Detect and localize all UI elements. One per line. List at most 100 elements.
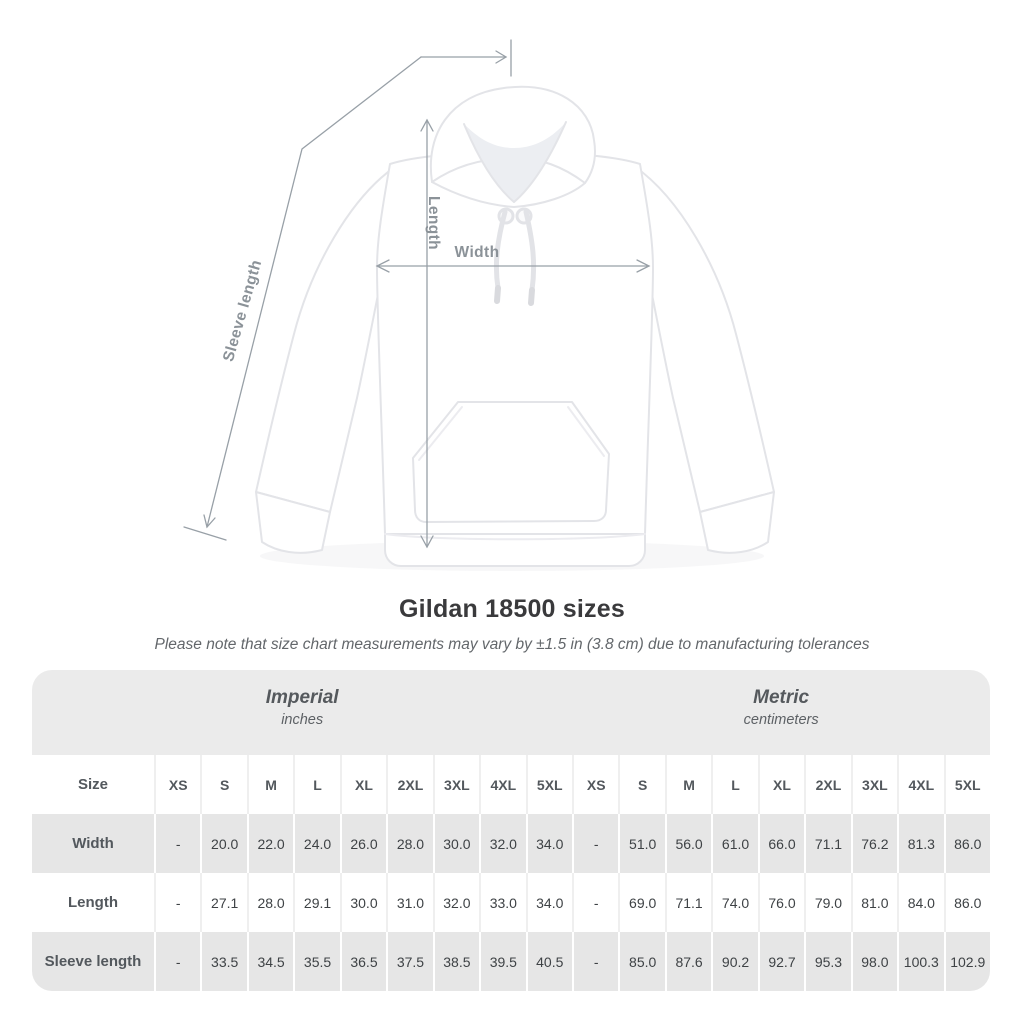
- value-cell: 36.5: [339, 932, 387, 991]
- value-cell: 28.0: [246, 873, 294, 932]
- size-header-metric-4xl: 4XL: [897, 755, 944, 814]
- value-cell: 35.5: [293, 932, 340, 991]
- value-cell: 34.0: [525, 814, 572, 873]
- right-cuff: [699, 491, 775, 554]
- collar-edge: [431, 181, 586, 208]
- size-header-imperial-5xl: 5XL: [525, 755, 572, 814]
- value-cell: -: [154, 873, 201, 932]
- size-header-imperial-xl: XL: [339, 755, 387, 814]
- hood-opening-left-edge: [463, 123, 515, 203]
- pocket-opening-left: [418, 406, 463, 461]
- value-cell: 76.0: [757, 873, 805, 932]
- value-cell: 40.5: [525, 932, 572, 991]
- value-cell: 92.7: [757, 932, 805, 991]
- drawstring-aglet-right: [528, 287, 535, 306]
- tolerance-note: Please note that size chart measurements…: [154, 636, 870, 653]
- value-cell: -: [571, 932, 619, 991]
- size-header-metric-xl: XL: [757, 755, 805, 814]
- left-sleeve: [255, 165, 397, 513]
- hem-seam: [384, 533, 646, 541]
- value-cell: 100.3: [897, 932, 944, 991]
- value-cell: 20.0: [200, 814, 247, 873]
- value-cell: 34.5: [246, 932, 294, 991]
- size-header-metric-xs: XS: [571, 755, 619, 814]
- imperial-band-title: Imperial: [265, 687, 339, 708]
- value-cell: 98.0: [850, 932, 898, 991]
- size-header-metric-2xl: 2XL: [804, 755, 851, 814]
- left-cuff: [255, 491, 331, 554]
- value-cell: 71.1: [804, 814, 851, 873]
- size-header-metric-5xl: 5XL: [943, 755, 990, 814]
- value-cell: 31.0: [386, 873, 433, 932]
- size-header-metric-m: M: [664, 755, 712, 814]
- imperial-band: Imperial inches: [32, 670, 572, 755]
- value-cell: 34.0: [525, 873, 572, 932]
- length-label: Length: [425, 196, 442, 250]
- hem-band: [384, 533, 646, 567]
- value-cell: 76.2: [850, 814, 898, 873]
- sleeve-length-arrow: [183, 39, 512, 541]
- imperial-band-unit: inches: [281, 712, 324, 728]
- value-cell: 81.0: [850, 873, 898, 932]
- size-header-metric-s: S: [618, 755, 665, 814]
- value-cell: 26.0: [339, 814, 387, 873]
- size-header-imperial-l: L: [293, 755, 340, 814]
- page-title: Gildan 18500 sizes: [399, 595, 625, 623]
- length-arrow: [420, 118, 434, 549]
- width-arrow: [375, 259, 651, 273]
- value-cell: 51.0: [618, 814, 665, 873]
- value-cell: 32.0: [479, 814, 526, 873]
- metric-band-unit: centimeters: [743, 712, 819, 728]
- value-cell: 79.0: [804, 873, 851, 932]
- drawstring-aglet-left: [494, 285, 501, 304]
- metric-band-title: Metric: [753, 687, 810, 708]
- drawstring-left: [493, 209, 508, 291]
- value-cell: 84.0: [897, 873, 944, 932]
- value-cell: 22.0: [246, 814, 294, 873]
- value-cell: 69.0: [618, 873, 665, 932]
- size-header-imperial-4xl: 4XL: [479, 755, 526, 814]
- value-cell: 56.0: [664, 814, 712, 873]
- value-cell: -: [154, 814, 201, 873]
- row-label: Length: [32, 873, 154, 932]
- value-cell: 24.0: [293, 814, 340, 873]
- size-header-imperial-3xl: 3XL: [432, 755, 480, 814]
- sleeve-length-label: Sleeve length: [220, 258, 265, 364]
- value-cell: 86.0: [943, 814, 990, 873]
- value-cell: -: [571, 873, 619, 932]
- metric-band: Metric centimeters: [572, 670, 990, 755]
- size-table: Imperial inches Metric centimeters Size X…: [32, 670, 990, 991]
- size-header-metric-l: L: [711, 755, 758, 814]
- value-cell: 29.1: [293, 873, 340, 932]
- size-column-header: Size: [32, 755, 154, 814]
- value-cell: 86.0: [943, 873, 990, 932]
- unit-band: Imperial inches Metric centimeters: [32, 670, 990, 755]
- hood-interior: [464, 122, 566, 202]
- value-cell: 30.0: [432, 814, 480, 873]
- size-header-imperial-m: M: [246, 755, 294, 814]
- kangaroo-pocket: [412, 401, 610, 523]
- value-cell: 95.3: [804, 932, 851, 991]
- width-label: Width: [455, 244, 500, 261]
- value-cell: 33.5: [200, 932, 247, 991]
- hoodie-diagram: Width Length Sleeve length: [183, 39, 775, 567]
- value-cell: 38.5: [432, 932, 480, 991]
- row-label: Sleeve length: [32, 932, 154, 991]
- value-cell: -: [571, 814, 619, 873]
- hood-opening-right-edge: [513, 121, 567, 203]
- row-label: Width: [32, 814, 154, 873]
- size-table-grid: Size XS S M L XL 2XL 3XL 4XL 5XL XS S M L XL 2XL 3XL 4XL 5…: [32, 755, 990, 991]
- value-cell: 61.0: [711, 814, 758, 873]
- value-cell: 87.6: [664, 932, 712, 991]
- right-sleeve: [633, 165, 775, 513]
- size-header-imperial-s: S: [200, 755, 247, 814]
- value-cell: 30.0: [339, 873, 387, 932]
- drawstring-right: [523, 209, 537, 293]
- value-cell: 27.1: [200, 873, 247, 932]
- value-cell: 102.9: [943, 932, 990, 991]
- value-cell: 33.0: [479, 873, 526, 932]
- size-header-imperial-xs: XS: [154, 755, 201, 814]
- value-cell: 66.0: [757, 814, 805, 873]
- value-cell: -: [154, 932, 201, 991]
